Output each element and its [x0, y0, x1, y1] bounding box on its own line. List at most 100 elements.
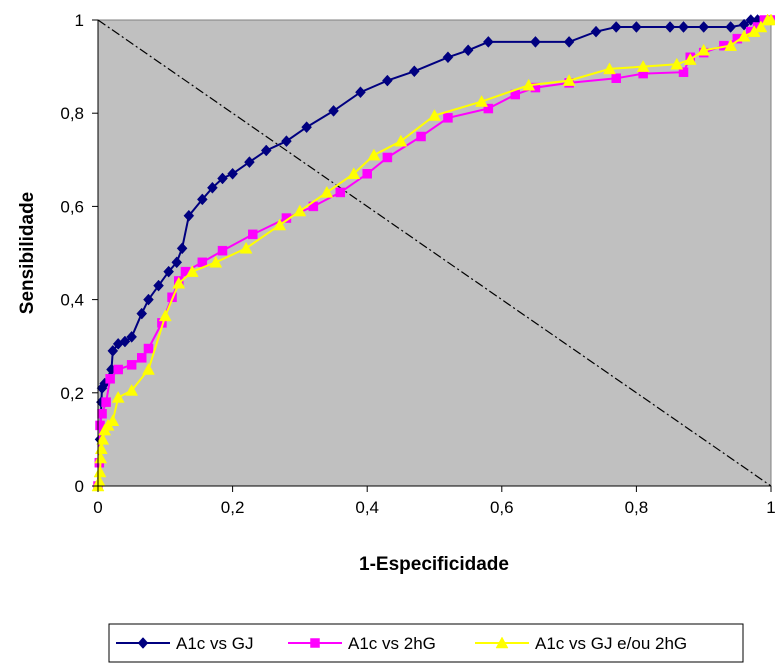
data-point [631, 21, 642, 33]
y-tick-label: 0 [75, 477, 84, 496]
data-point [125, 383, 139, 396]
x-tick-label: 0,8 [625, 498, 649, 517]
data-point [111, 390, 125, 403]
data-point [563, 36, 575, 48]
data-point [273, 218, 287, 231]
legend-entry: A1c vs GJ e/ou 2hG [475, 634, 687, 653]
data-point [185, 265, 199, 277]
legend-marker [495, 636, 509, 649]
data-point [483, 36, 494, 48]
data-point [670, 57, 684, 70]
data-point [143, 293, 154, 306]
data-point [475, 95, 489, 107]
data-point [355, 86, 366, 99]
data-point [207, 181, 218, 194]
legend-label: A1c vs GJ [176, 634, 253, 653]
data-point [158, 309, 172, 322]
data-point [394, 134, 408, 147]
y-tick-label: 0,6 [60, 197, 84, 216]
data-point [142, 362, 155, 375]
data-point [96, 432, 110, 445]
legend-entry: A1c vs GJ [116, 634, 253, 653]
data-point [126, 331, 137, 343]
data-point [126, 360, 137, 370]
data-point [172, 276, 186, 289]
data-point [382, 74, 393, 87]
x-tick-label: 0,4 [355, 498, 379, 517]
x-tick-label: 0,6 [490, 498, 514, 517]
data-point [678, 21, 689, 33]
data-point [764, 13, 775, 26]
legend-box [108, 623, 744, 663]
data-point [106, 414, 120, 427]
data-point [483, 103, 494, 114]
data-point [248, 229, 258, 240]
data-point [93, 465, 107, 478]
series-group [91, 13, 775, 492]
legend-label: A1c vs GJ e/ou 2hG [535, 634, 687, 653]
y-tick-label: 0,2 [60, 384, 84, 403]
data-point [530, 36, 541, 48]
data-point [408, 65, 420, 78]
data-point [678, 67, 689, 77]
y-tick-label: 0,4 [60, 291, 84, 310]
legend-label: A1c vs 2hG [348, 634, 436, 653]
data-point [367, 148, 381, 161]
data-point [610, 21, 622, 33]
x-axis-title: 1-Especificidade [359, 554, 509, 575]
data-point [260, 144, 272, 157]
data-point [217, 172, 228, 185]
reference-diagonal-line [97, 19, 772, 487]
data-point [462, 44, 474, 57]
data-point [105, 374, 115, 384]
data-point [754, 20, 768, 33]
series-3 [91, 13, 775, 492]
data-point [183, 209, 195, 222]
x-tick-label: 1 [766, 498, 775, 517]
data-point [697, 43, 711, 56]
data-point [347, 167, 361, 180]
y-axis-title: Sensibilidade [17, 192, 38, 314]
data-point [209, 255, 223, 268]
data-point [143, 343, 154, 354]
data-point [590, 25, 602, 38]
legend-entry: A1c vs 2hG [288, 634, 436, 653]
data-point [281, 135, 292, 148]
data-point [443, 113, 453, 123]
data-point [244, 156, 255, 169]
reference-diagonal [97, 19, 772, 487]
legend-marker [137, 637, 149, 649]
legend-marker [310, 638, 320, 648]
data-point [107, 344, 119, 357]
data-point [119, 335, 131, 348]
data-point [239, 241, 253, 254]
x-tick-label: 0,2 [221, 498, 245, 517]
data-point [362, 169, 372, 179]
data-point [217, 245, 228, 256]
data-point [603, 62, 616, 75]
data-point [176, 242, 188, 255]
data-point [196, 193, 208, 206]
data-point [136, 353, 147, 363]
data-point [320, 185, 334, 198]
data-point [101, 397, 111, 407]
x-tick-label: 0 [93, 498, 102, 517]
axes: 0 0,2 0,4 0,6 0,8 1 0 0,2 0,4 0,6 0,8 1 [60, 11, 775, 517]
data-point [227, 167, 238, 180]
data-point [136, 307, 148, 320]
data-point [683, 53, 697, 65]
data-point [725, 21, 736, 33]
data-point [416, 131, 426, 142]
data-point [335, 187, 346, 198]
data-point [171, 256, 183, 269]
data-point [97, 409, 107, 419]
data-point [522, 78, 536, 91]
legend: A1c vs GJ A1c vs 2hG A1c vs GJ e/ou 2hG [108, 623, 744, 663]
data-point [724, 39, 738, 51]
data-point [428, 109, 441, 121]
y-tick-label: 1 [75, 11, 84, 30]
data-point [301, 121, 312, 134]
data-point [636, 60, 650, 72]
y-tick-label: 0,8 [60, 104, 84, 123]
